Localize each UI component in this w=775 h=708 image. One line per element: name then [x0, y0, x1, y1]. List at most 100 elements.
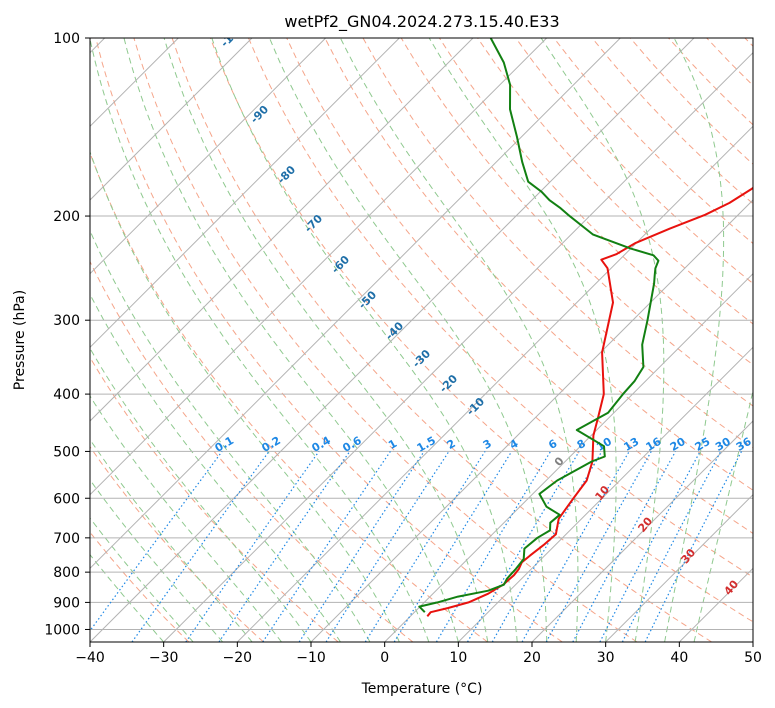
x-tick-label: −10	[296, 650, 326, 666]
isotherm-line	[90, 38, 695, 642]
dry-adiabat-label: -50	[356, 288, 379, 311]
dewpoint-profile-line	[418, 38, 660, 613]
moist-adiabat-line	[90, 438, 253, 642]
moist-adiabat-line	[90, 150, 400, 642]
x-tick-label: −20	[223, 650, 253, 666]
mixing-ratio-line	[90, 451, 223, 632]
y-axis-label: Pressure (hPa)	[12, 290, 28, 390]
mixing-ratio-label: 1	[386, 437, 399, 452]
dry-adiabat-label: -90	[248, 103, 271, 126]
dry-adiabat-line	[133, 38, 638, 642]
background-lines	[90, 38, 753, 642]
moist-adiabat-line	[123, 38, 459, 642]
y-tick-label: 400	[53, 387, 80, 403]
dry-adiabat-line	[477, 38, 753, 325]
y-axis-ticks: 100 200 300 400 500 600 700 800 900 1000	[44, 31, 90, 638]
dry-adiabat-line	[324, 38, 753, 491]
mixing-ratio-line	[298, 451, 425, 642]
y-tick-label: 900	[53, 595, 80, 611]
x-axis-label: Temperature (°C)	[361, 681, 483, 697]
mixing-ratio-line	[364, 451, 486, 642]
x-tick-label: −40	[75, 650, 105, 666]
isotherm-line	[310, 199, 753, 642]
mixing-ratio-line	[545, 451, 652, 642]
dry-adiabat-line	[515, 38, 753, 285]
dry-adiabat-label: -30	[410, 347, 433, 370]
dry-adiabat-line	[90, 531, 190, 642]
mixing-ratio-label: 4	[507, 437, 520, 452]
y-tick-label: 500	[53, 444, 80, 460]
mixing-ratio-label: 2	[445, 437, 458, 452]
moist-adiabat-line	[90, 553, 165, 642]
x-tick-label: 0	[380, 650, 389, 666]
moist-adiabat-line	[90, 347, 312, 642]
isotherm-line	[90, 38, 253, 201]
moist-adiabat-line	[90, 229, 371, 642]
isotherm-line	[90, 38, 400, 349]
mixing-ratio-line	[435, 451, 552, 642]
mixing-ratio-line	[599, 451, 701, 642]
dry-adiabat-line	[209, 38, 753, 623]
isotherm-line	[90, 38, 548, 496]
dry-adiabat-label: -10	[464, 395, 487, 418]
mixing-ratio-line	[621, 451, 722, 642]
isotherm-line	[384, 272, 753, 642]
dry-adiabat-line	[95, 38, 563, 642]
y-tick-label: 300	[53, 313, 80, 329]
x-tick-label: 20	[523, 650, 541, 666]
y-tick-label: 600	[53, 491, 80, 507]
moist-adiabat-label: 40	[721, 577, 741, 597]
isotherm-line	[90, 38, 474, 422]
mixing-ratio-label: 3	[481, 437, 494, 452]
y-tick-label: 1000	[44, 622, 80, 638]
x-tick-label: 30	[597, 650, 615, 666]
plot-frame	[89, 37, 754, 643]
mixing-ratio-line	[572, 451, 677, 642]
dry-adiabat-line	[90, 151, 488, 642]
mixing-ratio-label: 36	[734, 435, 754, 454]
mixing-ratio-line	[644, 451, 743, 642]
sounding-profiles	[418, 38, 753, 617]
isotherm-line	[90, 38, 621, 570]
moist-adiabat-label: 0	[552, 454, 567, 468]
moist-adiabat-label: 10	[592, 483, 612, 503]
isotherm-line	[163, 51, 753, 642]
y-tick-label: 100	[53, 31, 80, 47]
x-axis-ticks: −40 −30 −20 −10 0 10 20 30 40 50	[75, 642, 762, 666]
moist-adiabat-line	[693, 388, 753, 642]
y-tick-label: 800	[53, 565, 80, 581]
x-tick-label: 10	[449, 650, 467, 666]
moist-adiabat-line	[428, 38, 617, 642]
x-tick-label: 40	[670, 650, 688, 666]
moist-adiabat-line	[90, 293, 341, 642]
dry-adiabat-label: -100	[218, 21, 247, 50]
dry-adiabat-label: -80	[275, 163, 298, 186]
dry-adiabat-line	[90, 445, 264, 642]
mixing-ratio-line	[466, 451, 580, 642]
moist-adiabat-line	[163, 38, 489, 642]
mixing-ratio-line	[262, 451, 391, 642]
dry-adiabat-label: -40	[383, 319, 406, 342]
dry-adiabat-line	[706, 38, 753, 87]
mixing-ratio-line	[521, 451, 630, 642]
mixing-ratio-line	[185, 451, 320, 642]
isotherm-line	[236, 125, 753, 642]
dry-adiabat-line	[248, 38, 753, 578]
isotherm-line	[457, 346, 753, 642]
mixing-ratio-line	[325, 451, 450, 642]
x-tick-label: 50	[744, 650, 762, 666]
moist-adiabat-line	[664, 38, 725, 642]
moist-adiabat-line	[269, 38, 548, 642]
moist-adiabat-line	[90, 395, 282, 642]
isotherm-line	[90, 38, 327, 275]
moist-adiabat-line	[540, 38, 665, 642]
dry-adiabat-line	[90, 260, 414, 642]
y-tick-label: 700	[53, 531, 80, 547]
dry-adiabat-label: -20	[437, 372, 460, 395]
moist-adiabat-line	[211, 38, 518, 642]
dry-adiabat-label: -70	[302, 212, 325, 235]
dry-adiabat-line	[90, 356, 339, 642]
isotherm-line	[531, 420, 753, 642]
x-tick-label: −30	[149, 650, 179, 666]
